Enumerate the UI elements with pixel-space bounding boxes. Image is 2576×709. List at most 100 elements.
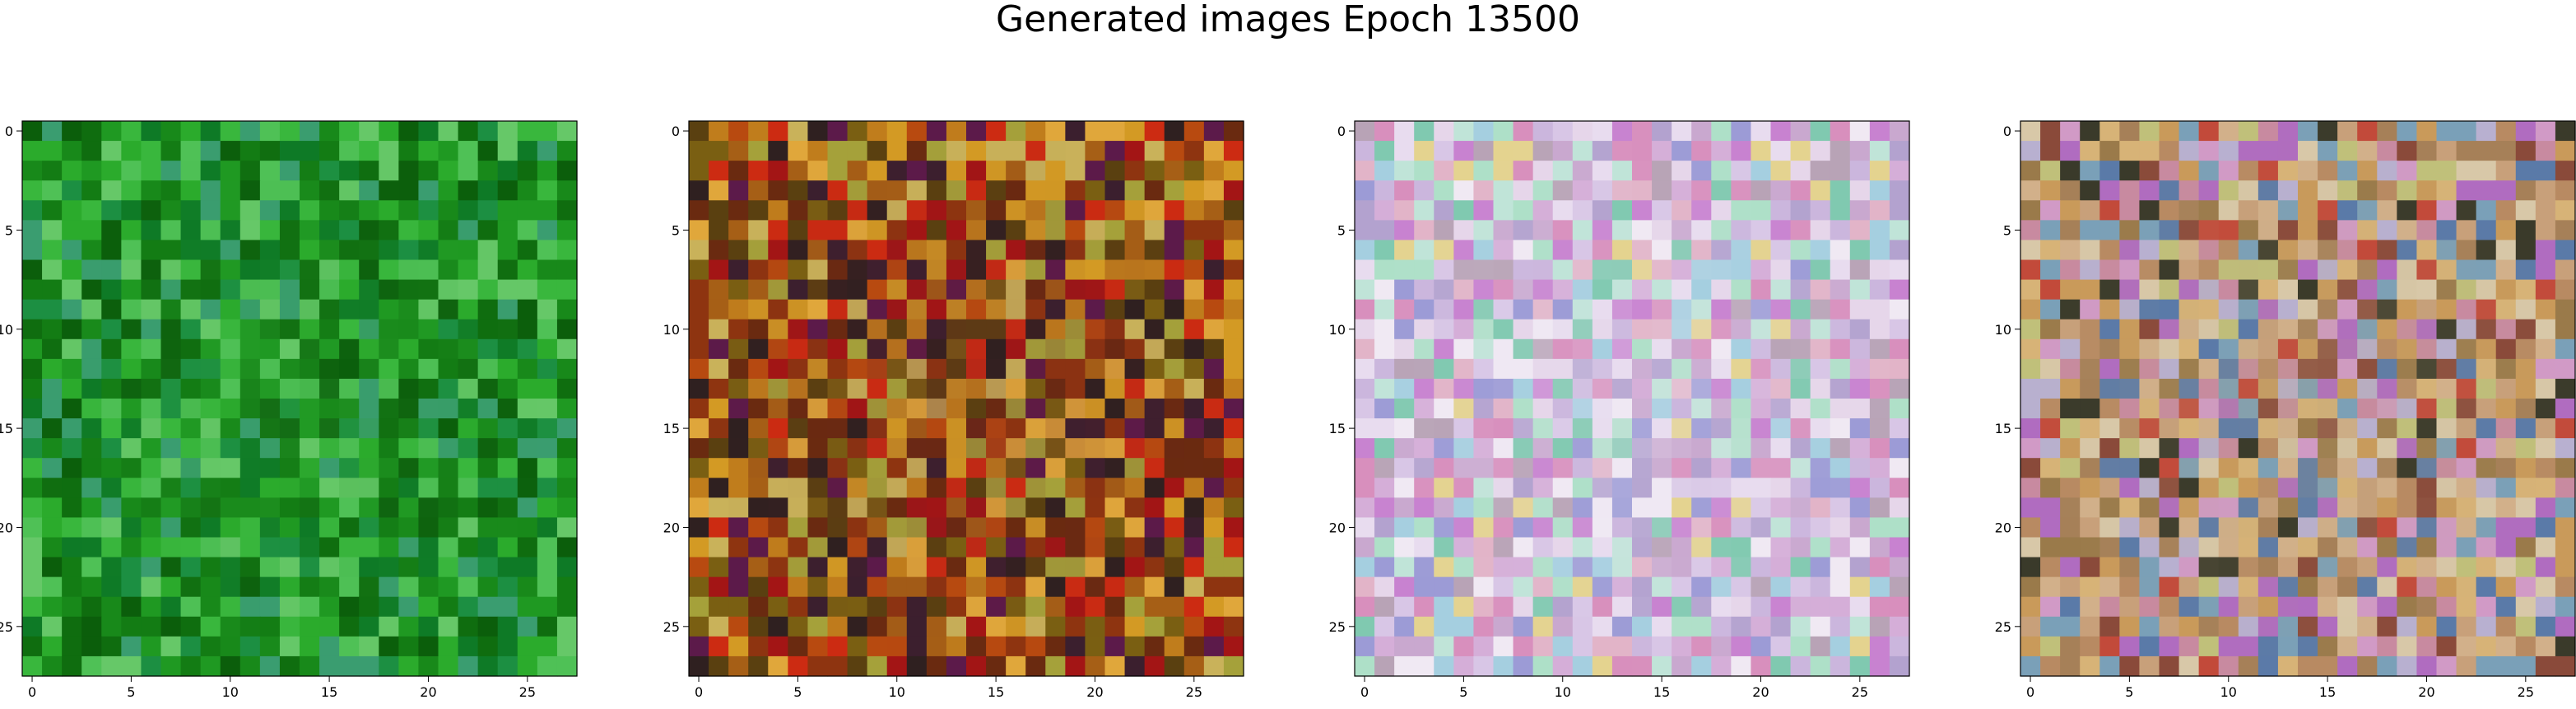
- pixel-cell: [1124, 121, 1146, 142]
- pixel-cell: [537, 517, 558, 539]
- pixel-cell: [458, 121, 479, 142]
- pixel-cell: [1711, 180, 1732, 201]
- pixel-cell: [2476, 596, 2497, 618]
- pixel-cell: [2119, 378, 2141, 399]
- pixel-cell: [537, 200, 558, 221]
- pixel-cell: [1203, 161, 1225, 181]
- pixel-cell: [728, 458, 749, 478]
- pixel-cell: [2159, 358, 2180, 380]
- pixel-cell: [827, 576, 849, 598]
- pixel-cell: [1085, 299, 1106, 320]
- pixel-cell: [2119, 478, 2141, 498]
- pixel-cell: [1045, 655, 1066, 677]
- pixel-cell: [239, 576, 261, 598]
- pixel-cell: [807, 438, 829, 459]
- pixel-cell: [886, 478, 908, 498]
- pixel-cell: [2318, 299, 2338, 320]
- pixel-cell: [438, 319, 459, 340]
- pixel-cell: [2357, 517, 2378, 539]
- pixel-cell: [2397, 180, 2418, 201]
- pixel-cell: [1889, 616, 1910, 637]
- pixel-cell: [1731, 399, 1752, 419]
- pixel-cell: [689, 655, 709, 677]
- pixel-cell: [537, 537, 558, 558]
- pixel-cell: [1770, 279, 1792, 301]
- pixel-cell: [1632, 576, 1653, 598]
- pixel-cell: [728, 517, 749, 539]
- pixel-cell: [1006, 240, 1026, 261]
- pixel-cell: [180, 438, 202, 459]
- pixel-cell: [359, 576, 379, 598]
- pixel-cell: [906, 616, 928, 637]
- pixel-cell: [1751, 478, 1772, 498]
- pixel-cell: [418, 458, 439, 478]
- pixel-cell: [2476, 458, 2497, 478]
- pixel-cell: [1124, 517, 1146, 539]
- pixel-cell: [1493, 478, 1514, 498]
- pixel-cell: [2159, 458, 2180, 478]
- pixel-cell: [946, 399, 967, 419]
- pixel-cell: [1790, 161, 1811, 181]
- pixel-cell: [200, 438, 221, 459]
- pixel-cell: [319, 596, 340, 618]
- pixel-cell: [827, 220, 849, 241]
- pixel-cell: [300, 458, 320, 478]
- pixel-cell: [2397, 259, 2418, 281]
- pixel-cell: [847, 141, 868, 161]
- pixel-cell: [2456, 636, 2477, 657]
- pixel-cell: [22, 636, 43, 657]
- pixel-cell: [220, 497, 241, 519]
- pixel-cell: [1691, 180, 1712, 201]
- pixel-cell: [81, 200, 102, 221]
- pixel-cell: [906, 596, 928, 618]
- pixel-cell: [2198, 517, 2220, 539]
- pixel-cell: [867, 180, 888, 201]
- pixel-cell: [986, 358, 1007, 380]
- pixel-cell: [300, 596, 320, 618]
- pixel-cell: [1045, 240, 1066, 261]
- pixel-cell: [1731, 299, 1752, 320]
- pixel-cell: [768, 418, 788, 439]
- pixel-cell: [2257, 557, 2279, 578]
- pixel-cell: [689, 200, 709, 221]
- pixel-cell: [2298, 596, 2318, 618]
- pixel-cell: [1830, 636, 1851, 657]
- pixel-cell: [1611, 161, 1633, 181]
- pixel-cell: [1849, 596, 1871, 618]
- pixel-cell: [1652, 418, 1672, 439]
- pixel-cell: [379, 338, 399, 360]
- pixel-cell: [2397, 121, 2418, 142]
- pixel-cell: [556, 220, 578, 241]
- pixel-cell: [2337, 636, 2358, 657]
- pixel-cell: [1473, 259, 1495, 281]
- pixel-cell: [2178, 299, 2200, 320]
- pixel-cell: [2515, 596, 2536, 618]
- pixel-cell: [926, 557, 947, 578]
- pixel-cell: [438, 576, 459, 598]
- pixel-cell: [160, 458, 182, 478]
- pixel-cell: [2416, 399, 2438, 419]
- pixel-cell: [2535, 161, 2556, 181]
- pixel-cell: [1751, 537, 1772, 558]
- pixel-cell: [1889, 299, 1910, 320]
- pixel-cell: [438, 259, 459, 281]
- pixel-cell: [1790, 458, 1811, 478]
- pixel-cell: [1493, 576, 1514, 598]
- pixel-cell: [2080, 576, 2100, 598]
- pixel-cell: [1572, 240, 1593, 261]
- pixel-cell: [319, 299, 340, 320]
- pixel-cell: [1045, 141, 1066, 161]
- pixel-cell: [160, 121, 182, 142]
- pixel-cell: [1611, 220, 1633, 241]
- pixel-cell: [556, 161, 578, 181]
- pixel-cell: [1552, 655, 1574, 677]
- pixel-cell: [709, 557, 729, 578]
- pixel-cell: [418, 517, 439, 539]
- pixel-cell: [2060, 299, 2081, 320]
- pixel-cell: [2495, 338, 2517, 360]
- pixel-cell: [1611, 378, 1633, 399]
- pixel-cell: [556, 259, 578, 281]
- pixel-cell: [1632, 596, 1653, 618]
- pixel-cell: [239, 399, 261, 419]
- pixel-cell: [1104, 358, 1126, 380]
